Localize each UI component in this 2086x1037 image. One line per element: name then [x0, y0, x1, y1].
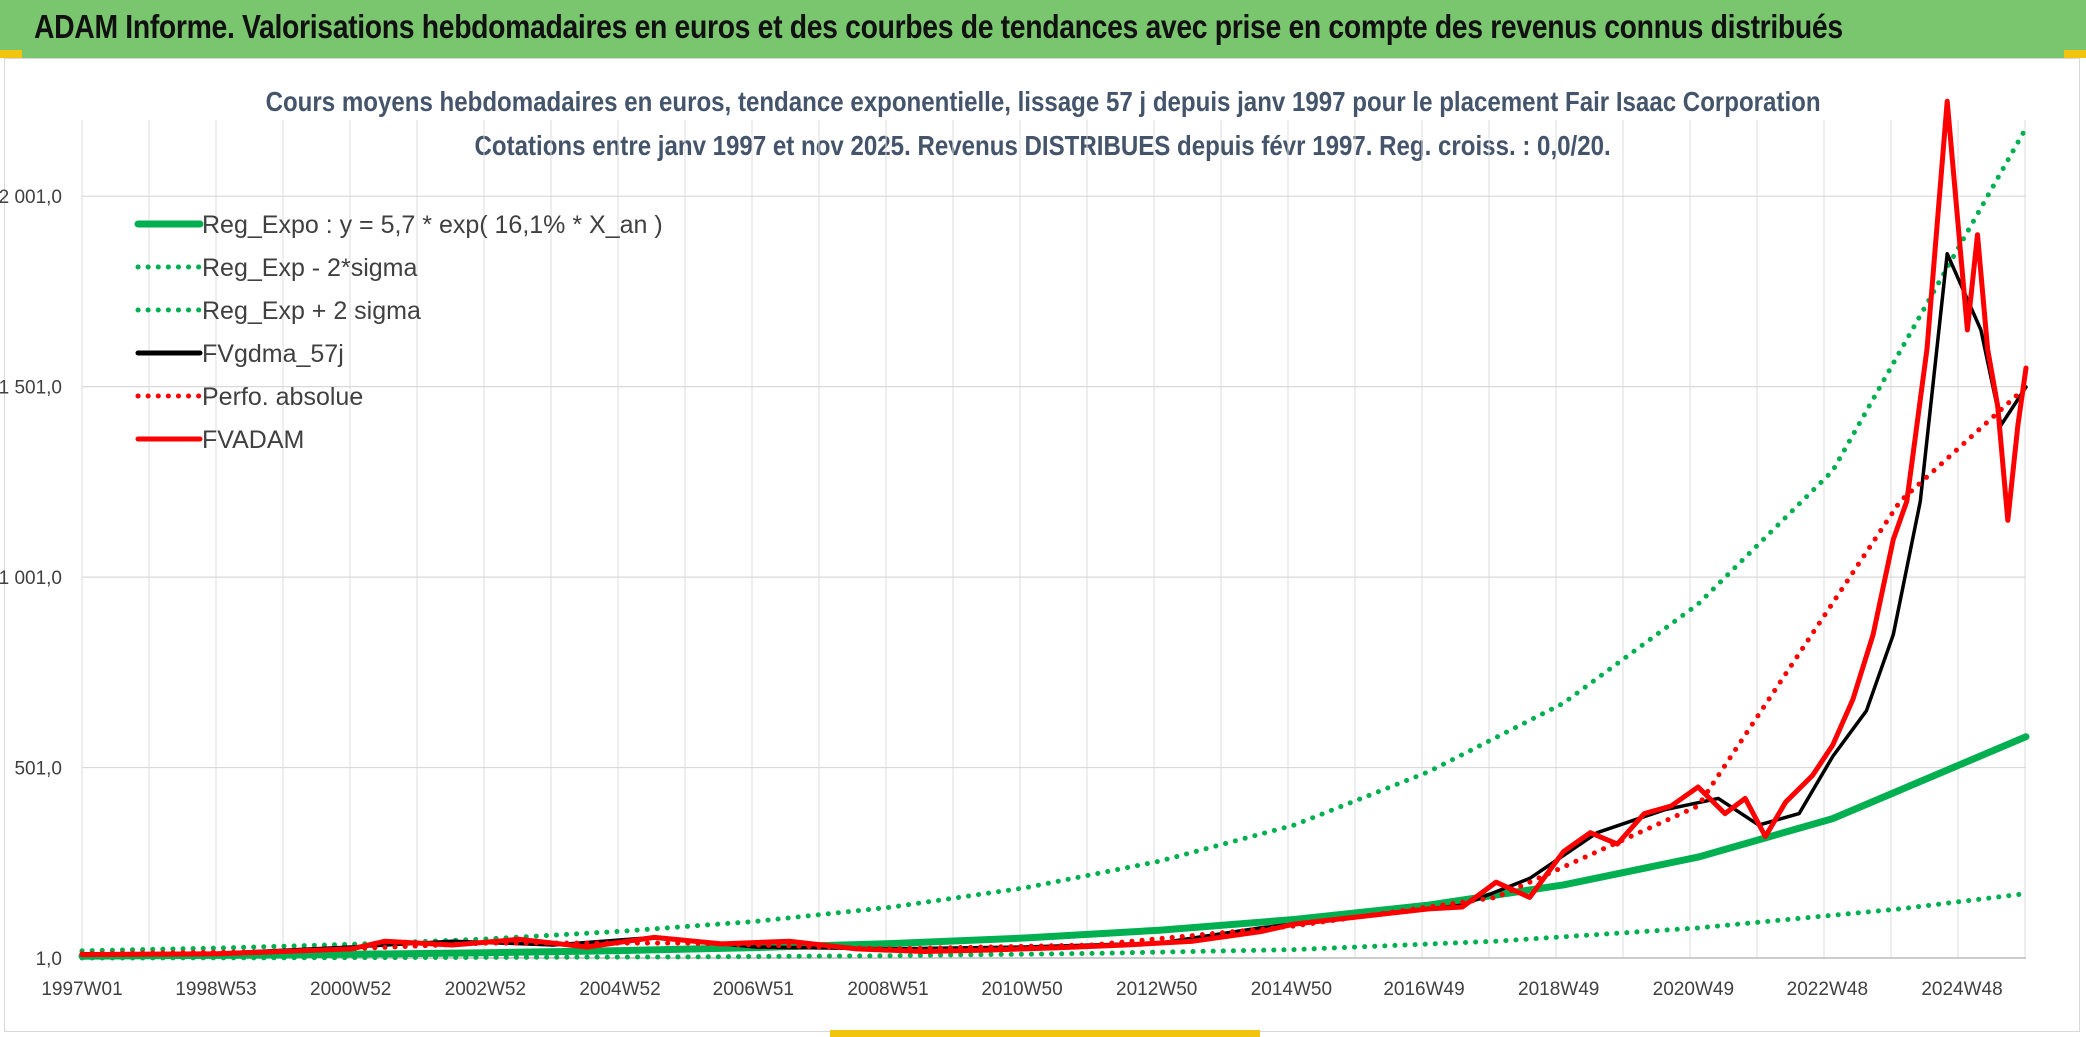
series-line-1 [79, 891, 2029, 961]
x-tick-label: 2024W48 [1921, 979, 2002, 1000]
y-tick-label: 1 001,0 [0, 568, 62, 589]
x-tick-label: 1998W53 [175, 979, 256, 1000]
y-tick-label: 2 001,0 [0, 187, 62, 208]
x-tick-label: 2004W52 [579, 979, 660, 1000]
series-line-5 [79, 98, 2029, 958]
x-tick-label: 2008W51 [847, 979, 928, 1000]
x-tick-label: 1997W01 [41, 979, 122, 1000]
legend-label: Reg_Expo : y = 5,7 * exp( 16,1% * X_an ) [202, 211, 663, 239]
x-tick-label: 2020W49 [1653, 979, 1734, 1000]
bottom-accent-strip [830, 1030, 1260, 1037]
x-tick-label: 2000W52 [310, 979, 391, 1000]
report-banner: ADAM Informe. Valorisations hebdomadaire… [0, 0, 2086, 58]
report-title: ADAM Informe. Valorisations hebdomadaire… [34, 8, 1843, 45]
x-tick-label: 2022W48 [1787, 979, 1868, 1000]
x-tick-label: 2006W51 [713, 979, 794, 1000]
y-tick-label: 1 501,0 [0, 378, 62, 399]
legend-label: Reg_Exp - 2*sigma [202, 254, 417, 282]
series-line-0 [78, 733, 2030, 960]
series-line-4 [79, 384, 2029, 957]
legend-label: Perfo. absolue [202, 383, 363, 411]
x-tick-label: 2012W50 [1116, 979, 1197, 1000]
banner-corner-left [0, 50, 22, 58]
series-line-2 [79, 125, 2029, 954]
x-tick-label: 2018W49 [1518, 979, 1599, 1000]
x-tick-label: 2014W50 [1251, 979, 1332, 1000]
y-tick-label: 501,0 [14, 759, 62, 780]
chart-title: Cours moyens hebdomadaires en euros, ten… [265, 86, 1821, 117]
x-tick-label: 2016W49 [1383, 979, 1464, 1000]
banner-corner-right [2064, 50, 2086, 58]
x-tick-label: 2002W52 [445, 979, 526, 1000]
legend-label: FVADAM [202, 426, 304, 454]
x-tick-label: 2010W50 [981, 979, 1062, 1000]
y-tick-label: 1,0 [36, 949, 62, 970]
legend-label: FVgdma_57j [202, 340, 344, 368]
legend-label: Reg_Exp + 2 sigma [202, 297, 421, 325]
